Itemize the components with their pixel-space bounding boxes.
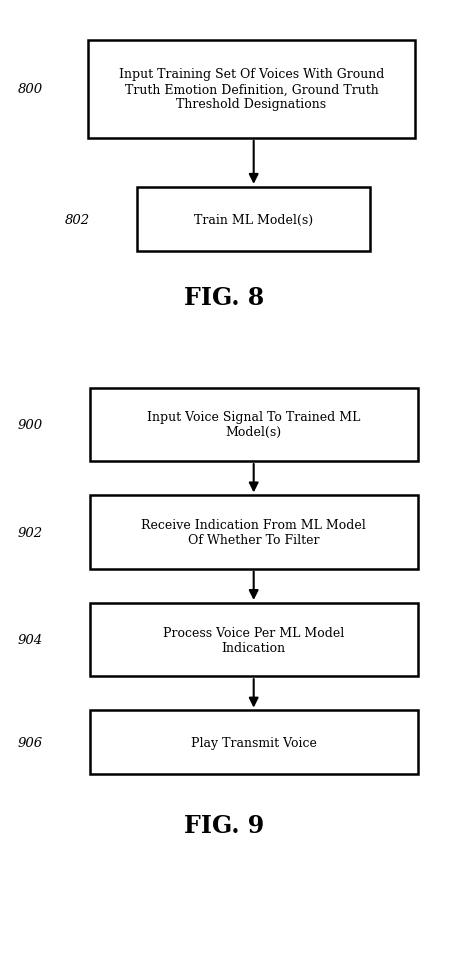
Text: 904: 904 [18, 633, 43, 647]
Text: Receive Indication From ML Model
Of Whether To Filter: Receive Indication From ML Model Of Whet… [141, 519, 366, 546]
FancyBboxPatch shape [90, 389, 418, 462]
Text: 800: 800 [18, 83, 43, 97]
Text: 802: 802 [65, 213, 90, 227]
FancyBboxPatch shape [88, 41, 415, 139]
Text: Process Voice Per ML Model
Indication: Process Voice Per ML Model Indication [163, 626, 344, 654]
Text: 902: 902 [18, 526, 43, 539]
Text: FIG. 8: FIG. 8 [185, 286, 264, 310]
Text: 900: 900 [18, 418, 43, 432]
Text: Input Training Set Of Voices With Ground
Truth Emotion Definition, Ground Truth
: Input Training Set Of Voices With Ground… [119, 68, 384, 111]
FancyBboxPatch shape [90, 496, 418, 569]
FancyBboxPatch shape [90, 711, 418, 774]
Text: Train ML Model(s): Train ML Model(s) [194, 213, 313, 227]
Text: FIG. 9: FIG. 9 [185, 814, 264, 837]
Text: 906: 906 [18, 736, 43, 749]
FancyBboxPatch shape [137, 188, 370, 251]
Text: Play Transmit Voice: Play Transmit Voice [191, 736, 317, 749]
FancyBboxPatch shape [90, 603, 418, 676]
Text: Input Voice Signal To Trained ML
Model(s): Input Voice Signal To Trained ML Model(s… [147, 411, 361, 439]
